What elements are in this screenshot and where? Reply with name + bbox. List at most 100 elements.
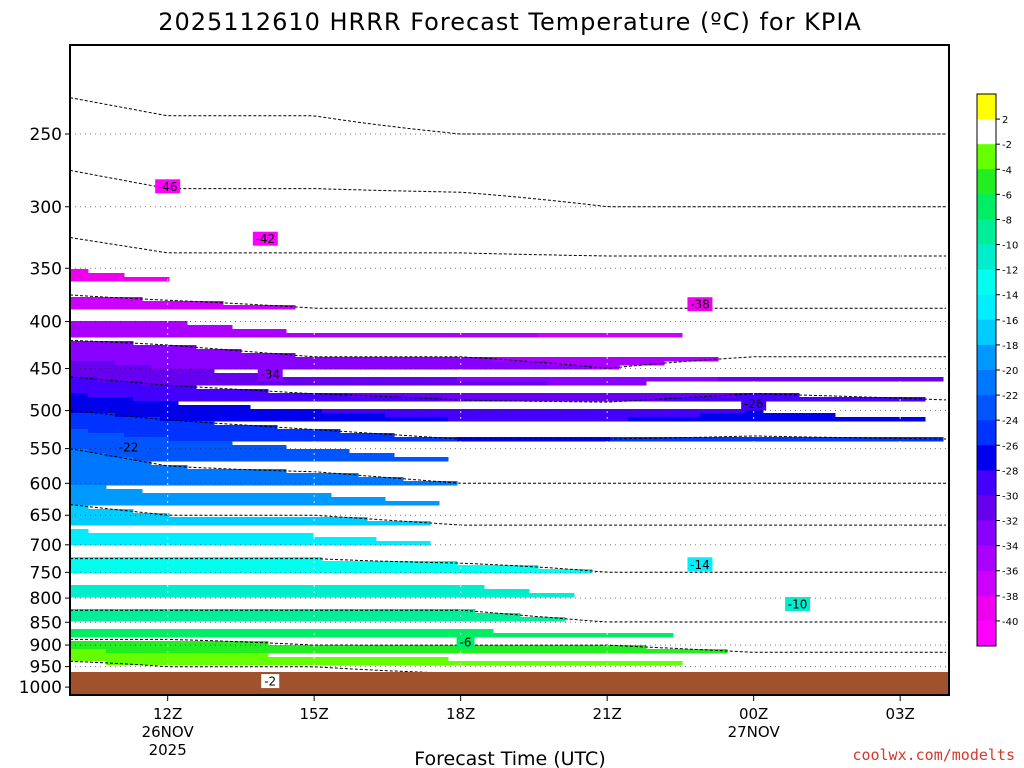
contour-label: -14 [687,557,713,572]
x-tick-sublabel: 26NOV [142,723,195,741]
y-tick-label: 650 [30,506,62,526]
x-tick-label: 03Z [885,705,914,723]
temperature-cell [448,417,629,422]
contour-label-text: -38 [690,298,710,312]
temperature-cell [70,565,539,570]
temperature-cell [70,353,296,358]
contour-label-background [252,231,278,246]
temperature-cell [70,269,89,274]
contour-label: -46 [155,179,181,194]
y-tick-label: 450 [30,360,62,380]
contour-line [70,410,946,440]
temperature-cell [88,393,350,398]
x-tick-label: 15Z [299,705,328,723]
temperature-cell [70,417,161,422]
temperature-cell [70,477,404,482]
temperature-cell [349,393,737,398]
temperature-cell [70,469,287,474]
grid-lines [70,45,949,695]
contour-label-text: -14 [690,558,710,572]
contour-label-text: -46 [158,180,178,194]
temperature-cell [70,517,368,522]
temperature-cell [70,497,386,502]
temperature-cell [70,509,134,514]
temperature-cell [70,393,89,398]
colorbar-swatch [977,194,996,220]
colorbar-swatch [977,495,996,521]
temperature-cell [70,585,485,590]
contour-label-background [257,366,283,381]
temperature-cell [70,329,287,334]
temperature-cell [70,453,107,458]
temperature-cell [70,589,530,594]
temperature-cell [70,561,458,566]
temperature-cell [70,301,224,306]
temperature-cell [70,365,152,370]
temperature-cell [70,537,377,542]
colorbar-swatch [977,144,996,170]
temperature-cell [457,437,611,442]
temperature-cell [70,389,269,394]
temperature-cell [70,373,278,378]
temperature-cell [70,273,125,278]
temperature-cell [70,593,575,598]
temperature-cell [142,381,548,386]
contour-label-text: -42 [256,232,276,246]
temperature-cell [70,521,431,526]
temperature-cell [439,397,665,402]
colorbar-tick-label: -12 [1002,266,1018,277]
x-axis-label: Forecast Time (UTC) [414,748,605,768]
temperature-cell [70,473,359,478]
contour-label: -34 [257,366,283,381]
temperature-cell [151,365,593,370]
temperature-cell [115,413,386,418]
temperature-cell [70,501,440,506]
colorbar-tick-label: -38 [1002,592,1018,603]
temperature-cell [70,385,197,390]
colorbar-swatch [977,570,996,597]
temperature-cell [70,629,494,634]
y-tick-label: 500 [30,402,62,422]
contour-label-background [741,396,767,411]
temperature-cell [70,297,143,302]
contour-label: -6 [456,634,475,649]
temperature-cell [70,641,269,646]
temperature-cell [70,653,269,658]
temperature-cell [70,369,215,374]
colorbar-tick-label: -28 [1002,466,1018,477]
x-tick-sublabel: 2025 [149,741,187,759]
colorbar-tick-label: 2 [1002,115,1008,126]
temperature-cell [70,457,134,462]
contour-label-text: -26 [744,397,764,411]
colorbar-swatch [977,269,996,296]
contour-label: -38 [687,297,713,312]
temperature-cell [70,529,89,534]
colorbar-tick-label: -18 [1002,341,1018,352]
temperature-cell [70,409,323,414]
y-tick-label: 950 [30,658,62,678]
y-tick-label: 800 [30,589,62,609]
colorbar-tick-label: -16 [1002,316,1018,327]
temperature-cell [70,277,170,282]
y-tick-label: 850 [30,613,62,633]
colorbar-tick-label: -4 [1002,165,1012,176]
temperature-cell [70,557,323,562]
temperature-cell [70,505,89,510]
temperature-cell [70,377,98,382]
colorbar-tick-label: -30 [1002,491,1018,502]
temperature-cell [736,393,800,398]
x-tick-label: 12Z [153,705,182,723]
colorbar-tick-label: -20 [1002,366,1018,377]
temperature-cell [70,617,566,622]
x-tick-label: 00Z [739,705,768,723]
temperature-cell [70,413,116,418]
temperature-cell [115,361,548,366]
colorbar-tick-label: -6 [1002,190,1012,201]
temperature-cell [70,533,314,538]
temperature-cell [538,333,683,338]
temperature-cell [70,325,233,330]
colorbar-tick-label: -32 [1002,517,1018,528]
temperature-cell [70,609,476,614]
temperature-cell [70,541,431,546]
